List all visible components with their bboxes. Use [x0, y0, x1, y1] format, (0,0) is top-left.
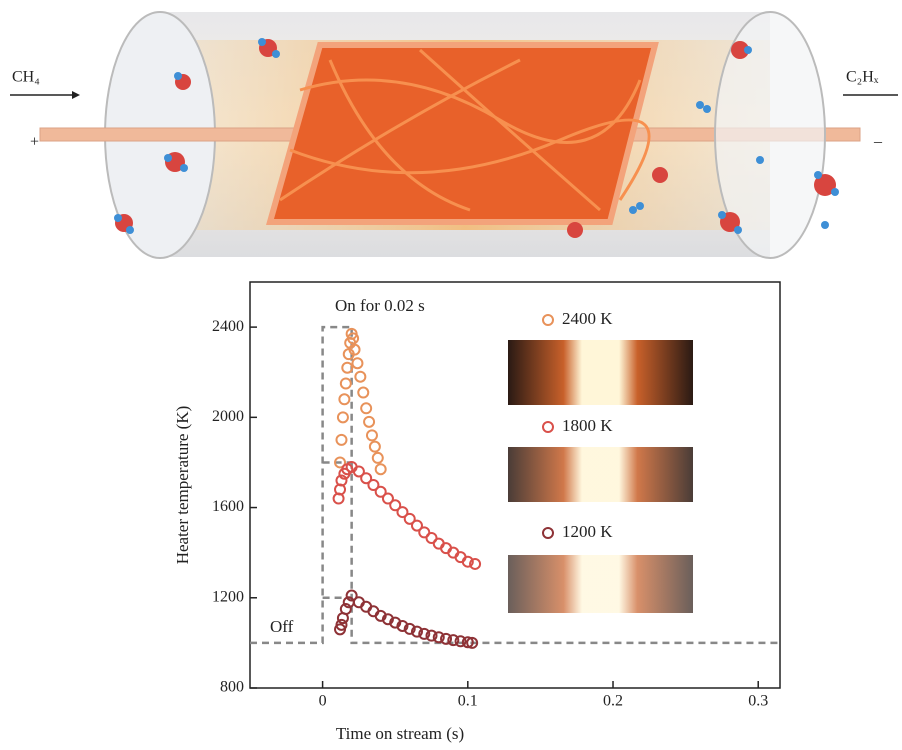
data-point: [339, 394, 349, 404]
inlet-label: CH₄: [12, 69, 40, 86]
x-tick-label: 0.3: [748, 693, 768, 710]
x-tick-label: 0.1: [458, 693, 478, 710]
annotation: On for 0.02 s: [335, 296, 425, 315]
annotation: Off: [270, 617, 294, 636]
y-tick-label: 800: [220, 679, 244, 696]
data-point: [361, 403, 371, 413]
legend-label: 1200 K: [562, 522, 613, 541]
page: {"illustration": {"inlet_label": "CH₄", …: [0, 0, 902, 745]
data-point: [338, 412, 348, 422]
y-tick-label: 2000: [212, 408, 244, 425]
photos: [508, 340, 693, 613]
data-point: [376, 464, 386, 474]
figure: CH₄ C₂Hₓ + – Time on stream (s) Heater t…: [0, 0, 902, 745]
y-axis-label: Heater temperature (K): [173, 406, 192, 565]
photo: [508, 340, 693, 405]
x-axis-label: Time on stream (s): [336, 724, 464, 743]
inlet-arrowhead: [72, 91, 80, 99]
x-tick-label: 0.2: [603, 693, 623, 710]
data-point: [355, 372, 365, 382]
minus-label: –: [873, 134, 883, 151]
photo: [508, 555, 693, 613]
plus-label: +: [30, 134, 39, 151]
data-point: [341, 379, 351, 389]
y-tick-label: 1600: [212, 498, 244, 515]
y-tick-label: 2400: [212, 318, 244, 335]
data-point: [358, 388, 368, 398]
legend-marker: [543, 422, 553, 432]
reactor-illustration: CH₄ C₂Hₓ + –: [10, 12, 898, 258]
data-point: [352, 358, 362, 368]
data-point: [364, 417, 374, 427]
legend-marker: [543, 315, 553, 325]
data-point: [367, 430, 377, 440]
y-tick-label: 1200: [212, 588, 244, 605]
legend-label: 2400 K: [562, 309, 613, 328]
data-point: [336, 435, 346, 445]
x-tick-label: 0: [319, 693, 327, 710]
data-point: [373, 453, 383, 463]
legend-marker: [543, 528, 553, 538]
data-point: [370, 442, 380, 452]
photo: [508, 447, 693, 502]
outlet-label: C₂Hₓ: [846, 69, 879, 86]
legend-label: 1800 K: [562, 416, 613, 435]
